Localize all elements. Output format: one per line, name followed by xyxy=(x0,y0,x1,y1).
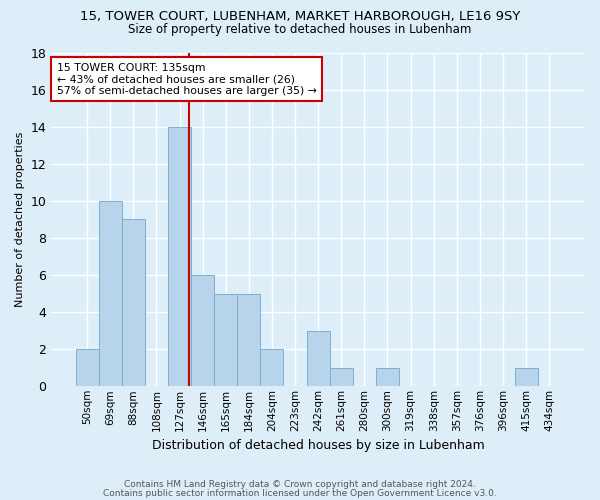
Bar xyxy=(329,368,353,386)
Text: 15, TOWER COURT, LUBENHAM, MARKET HARBOROUGH, LE16 9SY: 15, TOWER COURT, LUBENHAM, MARKET HARBOR… xyxy=(80,10,520,23)
Bar xyxy=(122,220,145,386)
Bar xyxy=(168,126,191,386)
Bar xyxy=(515,368,538,386)
Bar xyxy=(98,201,122,386)
Text: Contains public sector information licensed under the Open Government Licence v3: Contains public sector information licen… xyxy=(103,488,497,498)
Text: Size of property relative to detached houses in Lubenham: Size of property relative to detached ho… xyxy=(128,22,472,36)
Text: 15 TOWER COURT: 135sqm
← 43% of detached houses are smaller (26)
57% of semi-det: 15 TOWER COURT: 135sqm ← 43% of detached… xyxy=(56,62,317,96)
Bar xyxy=(376,368,399,386)
Bar xyxy=(307,330,329,386)
Bar xyxy=(191,275,214,386)
Bar xyxy=(260,349,283,387)
Y-axis label: Number of detached properties: Number of detached properties xyxy=(15,132,25,307)
Bar xyxy=(76,349,98,387)
Bar xyxy=(237,294,260,386)
Bar xyxy=(214,294,237,386)
X-axis label: Distribution of detached houses by size in Lubenham: Distribution of detached houses by size … xyxy=(152,440,485,452)
Text: Contains HM Land Registry data © Crown copyright and database right 2024.: Contains HM Land Registry data © Crown c… xyxy=(124,480,476,489)
